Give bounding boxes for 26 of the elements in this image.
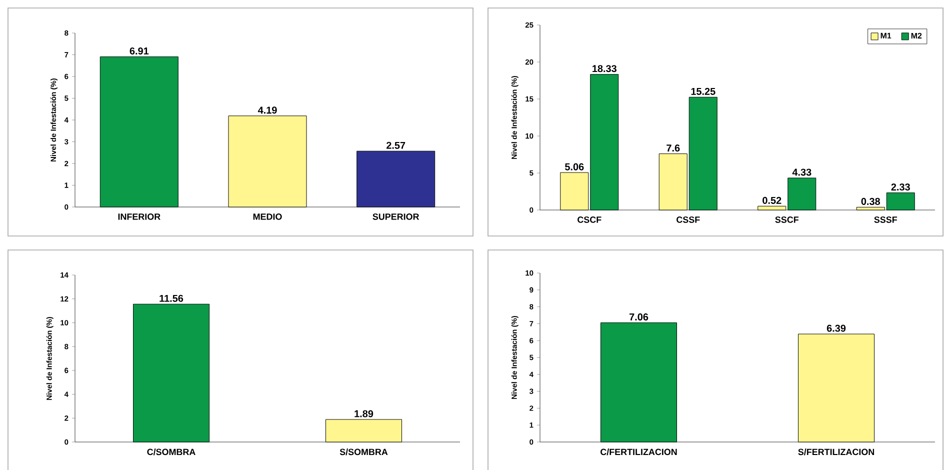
data-label: 6.91 (130, 47, 149, 55)
x-tick-label: C/FERTILIZACION (600, 448, 677, 456)
data-label: 0.38 (861, 198, 880, 205)
data-label: 2.57 (386, 142, 406, 149)
data-label: 0.52 (762, 196, 782, 204)
x-tick-label: C/SOMBRA (147, 448, 196, 456)
data-label: 1.89 (354, 410, 374, 418)
x-tick-label: INFERIOR (118, 214, 160, 220)
x-tick-label: SUPERIOR (372, 214, 420, 220)
data-label: 2.33 (891, 183, 910, 191)
x-tick-label: SSSF (874, 216, 898, 223)
x-tick-label: S/FERTILIZACION (798, 448, 874, 456)
data-label: 7.6 (666, 144, 680, 152)
data-label: 18.33 (592, 65, 616, 72)
data-label: 11.56 (160, 294, 184, 302)
data-label: 7.06 (629, 313, 648, 320)
x-tick-label: S/SOMBRA (340, 448, 388, 456)
x-tick-label: CSSF (676, 216, 700, 223)
x-tick-label: SSCF (775, 216, 799, 223)
data-label: 4.19 (258, 106, 277, 114)
x-tick-label: MEDIO (253, 214, 282, 220)
data-label: 4.33 (792, 168, 812, 176)
data-label: 15.25 (691, 88, 716, 95)
x-tick-label: CSCF (578, 216, 602, 223)
data-label: 6.39 (826, 324, 846, 332)
data-label: 5.06 (565, 163, 584, 170)
